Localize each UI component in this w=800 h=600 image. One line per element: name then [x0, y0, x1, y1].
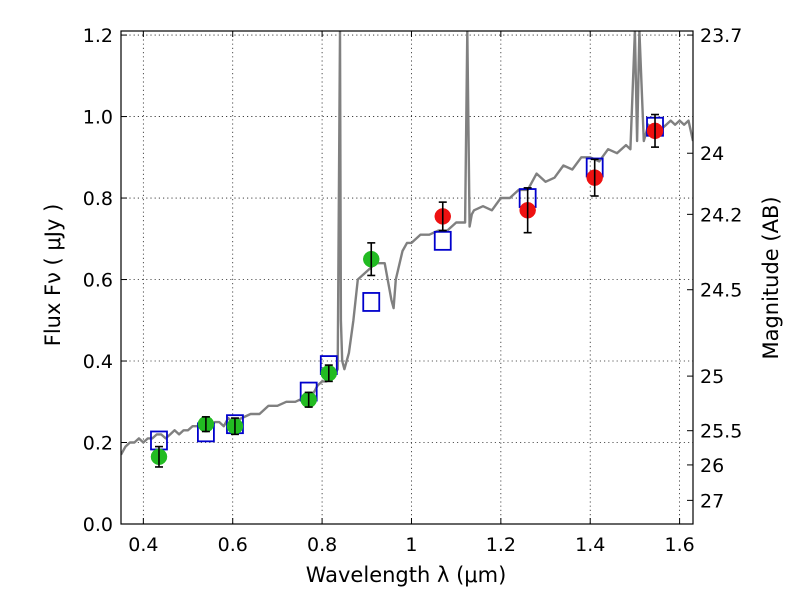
x-tick-label: 0.8: [307, 534, 337, 556]
y-axis-title: Flux Fν ( μJy ): [41, 204, 65, 347]
y-tick-label: 0.4: [83, 351, 113, 373]
x-tick-label: 0.4: [128, 534, 158, 556]
mag-tick-label: 26: [700, 455, 724, 477]
mag-tick-label: 23.7: [700, 25, 742, 47]
x-tick-label: 0.6: [218, 534, 248, 556]
x-tick-label: 1.2: [486, 534, 516, 556]
model-photometry: [150, 116, 664, 451]
grid: [121, 31, 693, 525]
y-tick-label: 0.8: [83, 188, 113, 210]
mag-tick-label: 25.5: [700, 421, 742, 443]
mag-tick-label: 24: [700, 143, 724, 165]
y2-axis-title: Magnitude (AB): [759, 196, 783, 359]
y-tick-label: 0.0: [83, 514, 113, 536]
model-square: [362, 292, 381, 312]
x-tick-label: 1.4: [575, 534, 605, 556]
y-tick-label: 1.2: [83, 25, 113, 47]
axis-ticks: 0.4 0.6 0.8 1 1.2 1.4 1.6 0.0 0.2 0.4 0.6 0.8 1.0 1.2…: [83, 25, 743, 556]
plot-frame: [120, 30, 694, 525]
y-tick-label: 1.0: [83, 107, 113, 129]
y-tick-label: 0.6: [83, 270, 113, 292]
mag-tick-label: 24.2: [700, 204, 742, 226]
x-axis-title: Wavelength λ (μm): [306, 563, 507, 587]
mag-tick-label: 25: [700, 366, 724, 388]
x-tick-label: 1.6: [664, 534, 694, 556]
mag-tick-label: 24.5: [700, 280, 742, 302]
mag-tick-label: 27: [700, 490, 724, 512]
model-square: [433, 230, 452, 251]
y-tick-label: 0.2: [83, 433, 113, 455]
observed-photometry: [150, 113, 664, 468]
template-spectrum-line: [121, 31, 693, 456]
x-tick-label: 1: [405, 534, 417, 556]
template-spectrum: [121, 31, 693, 456]
